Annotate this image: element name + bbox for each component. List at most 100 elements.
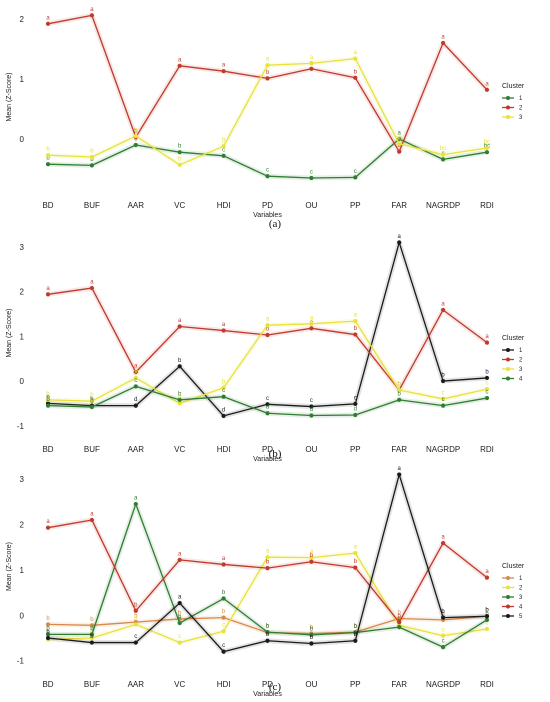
y-tick-label: -1: [17, 422, 25, 431]
data-point: [441, 403, 446, 408]
y-axis-label: Mean (Z-Score): [6, 72, 13, 121]
data-point: [265, 174, 270, 179]
y-tick-label: 1: [20, 75, 25, 84]
series-1: bbcbccccacbc: [45, 131, 490, 181]
data-point: [309, 66, 314, 71]
data-point: [177, 401, 182, 406]
data-point: [397, 397, 402, 402]
legend: Cluster 1 2 3 4 5: [502, 563, 525, 620]
data-label: b: [46, 626, 50, 632]
data-label: a: [222, 556, 226, 562]
x-tick-label: PP: [350, 445, 361, 454]
data-point: [133, 608, 138, 613]
legend-swatch-point: [506, 367, 510, 371]
data-label: a: [266, 549, 270, 555]
data-point: [89, 623, 94, 628]
data-point: [484, 145, 490, 151]
data-point: [177, 620, 182, 626]
data-point: [265, 323, 270, 328]
data-point: [89, 640, 94, 645]
data-label: d: [222, 407, 225, 413]
data-label: bc: [484, 140, 490, 146]
data-label: b: [46, 156, 50, 162]
data-label: a: [485, 569, 489, 575]
legend-entry: 3: [519, 115, 523, 121]
x-tick-label: NAGRDP: [426, 201, 460, 210]
x-tick-label: FAR: [391, 680, 407, 689]
data-point: [221, 649, 226, 654]
data-label: a: [178, 595, 182, 601]
data-point: [265, 630, 270, 635]
data-point: [221, 562, 226, 567]
data-point: [45, 632, 51, 637]
series-3: bbbcbbaaabcc: [45, 313, 490, 406]
data-point: [89, 404, 94, 410]
legend-entry: 1: [519, 96, 523, 102]
x-tick-label: RDI: [480, 680, 494, 689]
data-point: [133, 133, 138, 139]
data-point: [397, 136, 402, 142]
data-point: [397, 472, 402, 477]
x-tick-label: OU: [305, 445, 317, 454]
data-point: [441, 633, 446, 638]
data-point: [177, 557, 182, 563]
data-point: [221, 596, 226, 601]
data-point: [221, 385, 226, 390]
data-label: b: [46, 397, 50, 403]
data-point: [353, 638, 358, 643]
series-3: bbabbbbbbcb: [45, 496, 489, 650]
y-tick-label: -1: [17, 657, 25, 666]
data-point: [177, 364, 182, 369]
data-label: b: [134, 602, 138, 608]
data-label: b: [90, 398, 94, 404]
x-tick-label: PD: [262, 201, 273, 210]
legend-swatch-point: [506, 105, 510, 110]
data-label: c: [266, 168, 269, 174]
data-label: b: [398, 617, 402, 623]
legend-swatch-point: [506, 585, 510, 590]
data-label: b: [485, 608, 489, 614]
data-label: c: [442, 627, 445, 633]
data-label: c: [442, 390, 445, 396]
data-point: [177, 63, 182, 68]
data-point: [133, 640, 138, 645]
data-point: [353, 565, 358, 570]
data-point: [45, 635, 51, 641]
data-point: [353, 319, 358, 324]
legend: Cluster 1 2 3 4: [502, 335, 525, 383]
data-label: bc: [440, 146, 446, 152]
data-label: b: [398, 382, 402, 388]
y-axis-label: Mean (Z-Score): [6, 542, 13, 591]
legend-title: Cluster: [502, 335, 525, 342]
data-label: b: [90, 634, 94, 640]
data-label: b: [90, 617, 94, 623]
panel-2: Mean (Z-Score) -1 0 1 2 3 BD BUF AAR VC HDI PD OU PP F…: [6, 234, 525, 463]
legend-swatch-point: [506, 604, 510, 609]
data-point: [484, 626, 490, 632]
data-point: [221, 328, 226, 333]
x-axis-label: Variables: [253, 212, 282, 219]
panel-caption: (c): [269, 681, 282, 693]
x-tick-label: PP: [350, 680, 361, 689]
data-label: b: [354, 624, 358, 630]
data-label: b: [222, 609, 226, 615]
x-tick-label: HDI: [217, 201, 231, 210]
data-label: a: [398, 131, 402, 137]
data-label: b: [354, 632, 358, 638]
data-point: [441, 615, 446, 620]
data-label: b: [134, 129, 138, 135]
data-label: a: [134, 496, 138, 502]
x-tick-label: OU: [305, 201, 317, 210]
y-tick-label: 0: [20, 377, 25, 386]
data-point: [221, 615, 226, 620]
legend: Cluster 1 2 3: [502, 83, 525, 121]
data-point: [89, 154, 94, 160]
x-tick-label: HDI: [217, 680, 231, 689]
data-label: b: [90, 149, 94, 155]
data-point: [45, 162, 51, 167]
data-label: a: [46, 15, 50, 21]
legend-swatch-point: [506, 376, 510, 381]
legend-entry: 1: [519, 576, 523, 582]
data-label: b: [178, 391, 182, 397]
panel-1: Mean (Z-Score) 0 1 2 BD BUF AAR VC HDI PD OU PP FAR N…: [6, 7, 525, 230]
